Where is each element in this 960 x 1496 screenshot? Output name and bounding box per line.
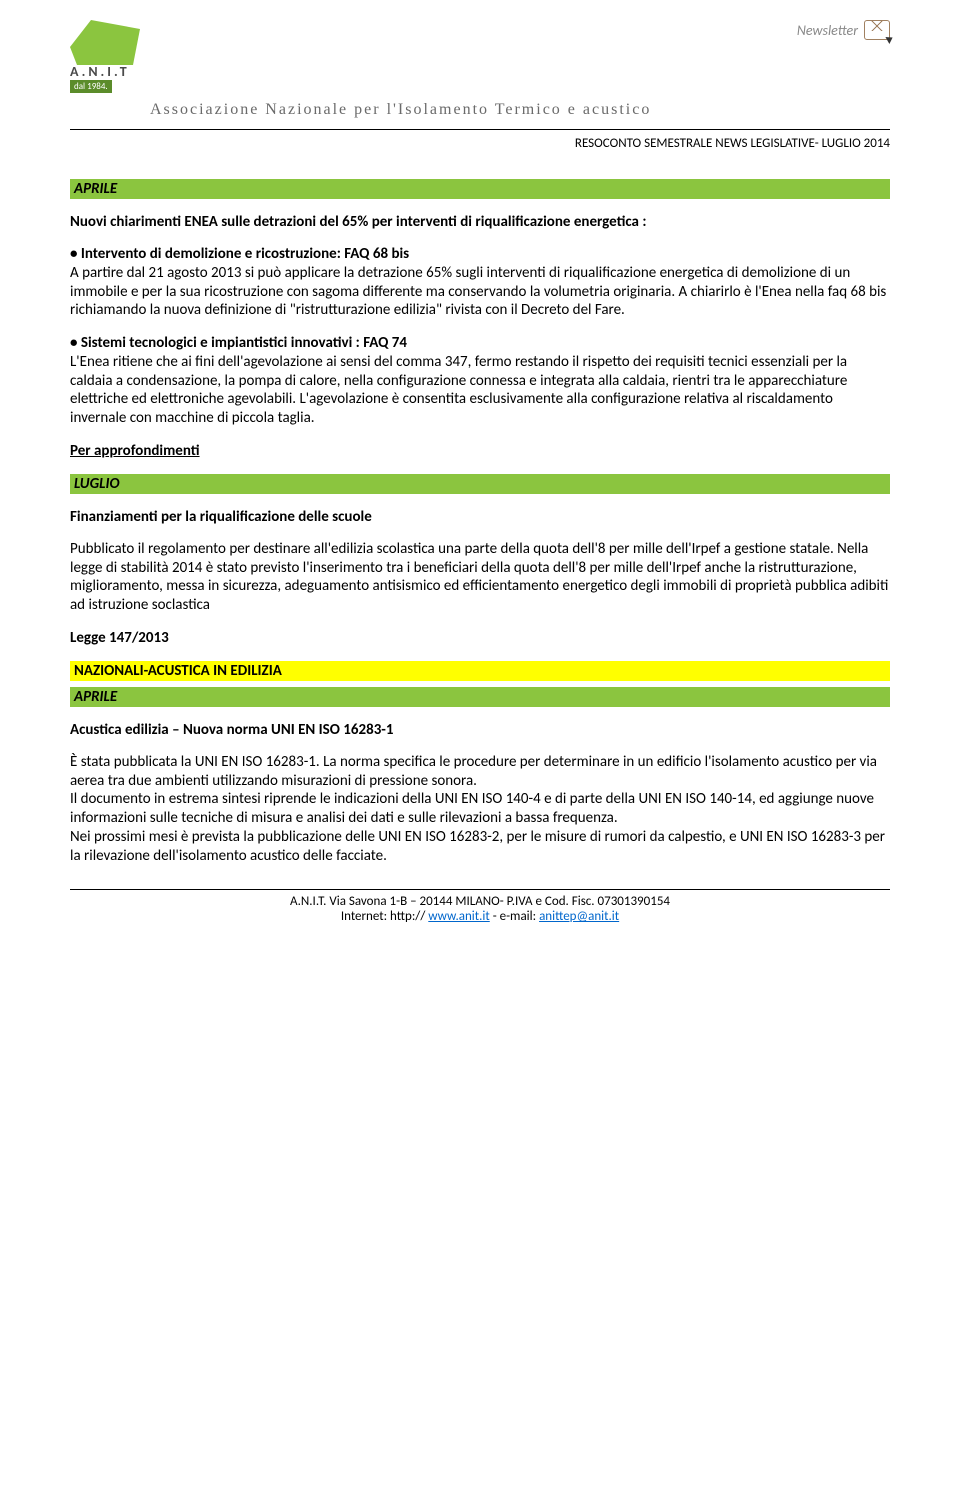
month-bar-luglio: LUGLIO: [70, 474, 890, 494]
uni-p1: È stata pubblicata la UNI EN ISO 16283-1…: [70, 753, 877, 790]
top-divider: [70, 129, 890, 130]
document-title: RESOCONTO SEMESTRALE NEWS LEGISLATIVE- L…: [70, 136, 890, 151]
logo-text: A.N.I.T: [70, 63, 130, 80]
month-bar-aprile-2: APRILE: [70, 687, 890, 707]
association-line: Associazione Nazionale per l'Isolamento …: [150, 101, 890, 119]
header: A.N.I.T dal 1984. Newsletter: [70, 20, 890, 93]
paragraph-faq74: • Sistemi tecnologici e impiantistici in…: [70, 334, 890, 428]
footer-internet-prefix: Internet: http://: [341, 909, 428, 924]
footer-address: A.N.I.T. Via Savona 1-B – 20144 MILANO- …: [290, 894, 670, 909]
uni-p3: Nei prossimi mesi è prevista la pubblica…: [70, 828, 885, 865]
logo: A.N.I.T dal 1984.: [70, 20, 140, 93]
footer-email-prefix: - e-mail:: [490, 909, 539, 924]
faq68-body: A partire dal 21 agosto 2013 si può appl…: [70, 264, 886, 320]
footer: A.N.I.T. Via Savona 1-B – 20144 MILANO- …: [70, 889, 890, 924]
faq68-heading: • Intervento di demolizione e ricostruzi…: [70, 245, 409, 263]
logo-shape-icon: [70, 20, 140, 65]
faq74-heading: • Sistemi tecnologici e impiantistici in…: [70, 334, 407, 352]
footer-email-link[interactable]: anittep@anit.it: [539, 909, 619, 924]
section-title-scuole: Finanziamenti per la riqualificazione de…: [70, 508, 890, 526]
newsletter-label: Newsletter: [797, 22, 858, 39]
faq74-body: L'Enea ritiene che ai fini dell'agevolaz…: [70, 353, 847, 427]
newsletter-badge: Newsletter: [797, 20, 890, 40]
category-bar-acustica: NAZIONALI-ACUSTICA IN EDILIZIA: [70, 661, 890, 681]
paragraph-faq68: • Intervento di demolizione e ricostruzi…: [70, 245, 890, 320]
law-reference: Legge 147/2013: [70, 629, 890, 647]
read-more-link[interactable]: Per approfondimenti: [70, 442, 890, 460]
footer-website-link[interactable]: www.anit.it: [428, 909, 489, 924]
uni-p2: Il documento in estrema sintesi riprende…: [70, 790, 874, 827]
logo-subtitle: dal 1984.: [70, 80, 112, 93]
paragraph-uni: È stata pubblicata la UNI EN ISO 16283-1…: [70, 753, 890, 866]
paragraph-scuole: Pubblicato il regolamento per destinare …: [70, 540, 890, 615]
section-title-uni: Acustica edilizia – Nuova norma UNI EN I…: [70, 721, 890, 739]
envelope-icon: [864, 20, 890, 40]
month-bar-aprile: APRILE: [70, 179, 890, 199]
section-title-enea: Nuovi chiarimenti ENEA sulle detrazioni …: [70, 213, 890, 231]
